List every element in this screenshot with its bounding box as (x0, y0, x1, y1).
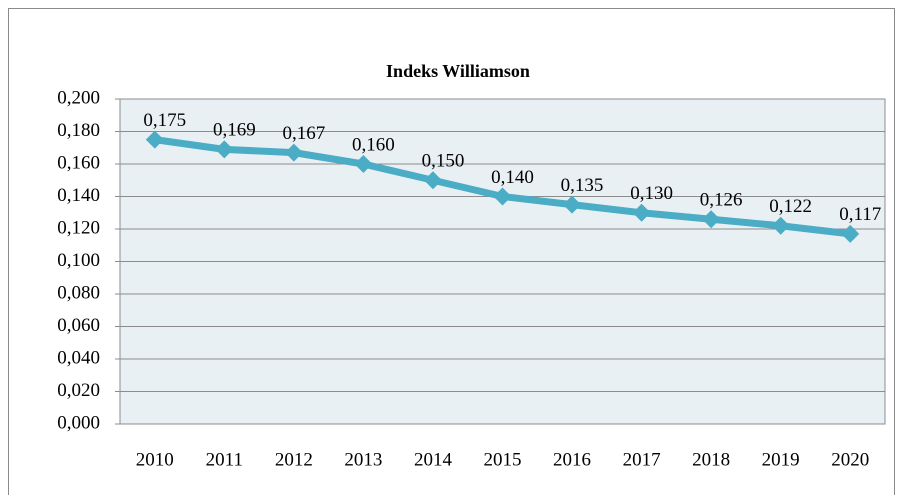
y-tick-label: 0,140 (57, 185, 100, 206)
x-tick-label: 2011 (206, 449, 243, 470)
x-tick-label: 2019 (762, 449, 800, 470)
data-label: 0,126 (700, 190, 743, 211)
data-marker (284, 143, 303, 162)
x-tick-label: 2016 (553, 449, 591, 470)
data-marker (354, 155, 373, 173)
y-tick-label: 0,060 (57, 315, 100, 336)
data-marker (841, 224, 860, 243)
y-tick-label: 0,160 (57, 152, 100, 173)
data-marker (215, 140, 234, 159)
x-tick-label: 2015 (484, 449, 522, 470)
x-tick-label: 2014 (414, 449, 453, 470)
y-tick-label: 0,020 (57, 380, 100, 401)
x-tick-label: 2010 (136, 449, 174, 470)
y-tick-label: 0,080 (57, 282, 100, 303)
x-tick-label: 2018 (692, 449, 730, 470)
data-label: 0,167 (282, 123, 325, 144)
data-label: 0,140 (491, 167, 534, 188)
x-tick-label: 2020 (831, 449, 869, 470)
data-label: 0,175 (143, 110, 186, 131)
data-label: 0,122 (769, 196, 812, 217)
data-marker (145, 130, 164, 149)
data-marker (423, 171, 442, 190)
data-marker (632, 203, 651, 222)
data-label: 0,150 (422, 151, 465, 172)
y-tick-label: 0,200 (57, 87, 100, 108)
y-tick-label: 0,000 (57, 412, 100, 433)
data-marker (493, 187, 512, 206)
data-marker (702, 210, 721, 229)
y-tick-label: 0,040 (57, 347, 100, 368)
y-tick-label: 0,120 (57, 217, 100, 238)
x-tick-label: 2012 (275, 449, 313, 470)
x-tick-label: 2017 (623, 449, 661, 470)
y-tick-label: 0,100 (57, 250, 100, 271)
chart-title: Indeks Williamson (386, 61, 530, 81)
data-marker (771, 216, 790, 235)
x-tick-label: 2013 (344, 449, 382, 470)
data-label: 0,169 (213, 120, 256, 141)
data-marker (563, 195, 582, 214)
data-label: 0,160 (352, 134, 395, 155)
y-tick-label: 0,180 (57, 120, 100, 141)
data-label: 0,135 (561, 175, 604, 196)
data-label: 0,117 (839, 204, 881, 225)
data-label: 0,130 (630, 183, 673, 204)
